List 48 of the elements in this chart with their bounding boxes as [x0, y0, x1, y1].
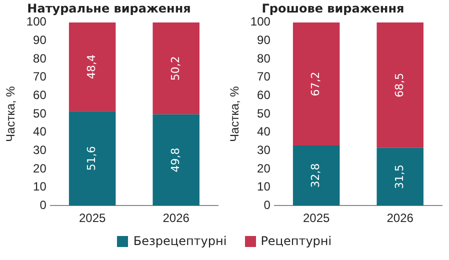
y-tick-label: 40: [33, 124, 47, 139]
legend-label: Рецептурні: [260, 234, 332, 248]
bar: [292, 146, 340, 206]
y-axis-title: Частка, %: [228, 86, 242, 142]
chart-title: Натуральне вираження: [27, 1, 191, 16]
x-tick-label: 2025: [302, 211, 330, 226]
bar: [292, 22, 340, 146]
bar: [376, 148, 424, 206]
data-label: 67,2: [309, 72, 322, 96]
y-tick-label: 60: [33, 88, 47, 102]
y-tick-label: 90: [257, 33, 271, 48]
y-tick-label: 70: [33, 70, 47, 84]
y-tick-label: 10: [257, 180, 271, 194]
y-tick-label: 20: [257, 161, 271, 176]
data-label: 31,5: [392, 164, 406, 189]
y-tick-label: 90: [33, 33, 47, 48]
y-tick-label: 0: [40, 198, 47, 212]
data-label: 32,8: [309, 163, 322, 188]
y-tick-label: 100: [26, 14, 47, 29]
y-tick-label: 80: [33, 51, 47, 66]
data-label: 48,4: [85, 54, 98, 79]
y-tick-label: 30: [257, 142, 271, 157]
legend-label: Безрецептурні: [133, 234, 227, 248]
y-tick-label: 30: [33, 142, 47, 157]
y-axis-title: Частка, %: [4, 86, 18, 142]
data-label: 68,5: [392, 72, 406, 98]
x-tick-label: 2026: [162, 211, 190, 226]
y-tick-label: 0: [264, 198, 271, 212]
bar: [68, 22, 116, 112]
bar: [376, 22, 424, 148]
x-tick-label: 2025: [78, 211, 106, 226]
y-tick-label: 20: [33, 161, 47, 176]
bar: [68, 111, 116, 206]
bar: [152, 22, 200, 114]
y-tick-label: 70: [257, 70, 271, 84]
y-tick-label: 10: [33, 180, 47, 194]
y-tick-label: 60: [257, 88, 271, 102]
y-tick-label: 100: [250, 14, 271, 29]
y-tick-label: 50: [257, 106, 271, 120]
data-label: 51,6: [85, 146, 98, 171]
data-label: 49,8: [168, 148, 182, 172]
data-label: 50,2: [168, 56, 182, 81]
x-tick-label: 2026: [386, 211, 414, 226]
chart-title: Грошове вираження: [262, 1, 404, 16]
y-tick-label: 40: [257, 124, 271, 139]
y-tick-label: 50: [33, 106, 47, 120]
y-tick-label: 80: [257, 51, 271, 66]
bar: [152, 114, 200, 206]
